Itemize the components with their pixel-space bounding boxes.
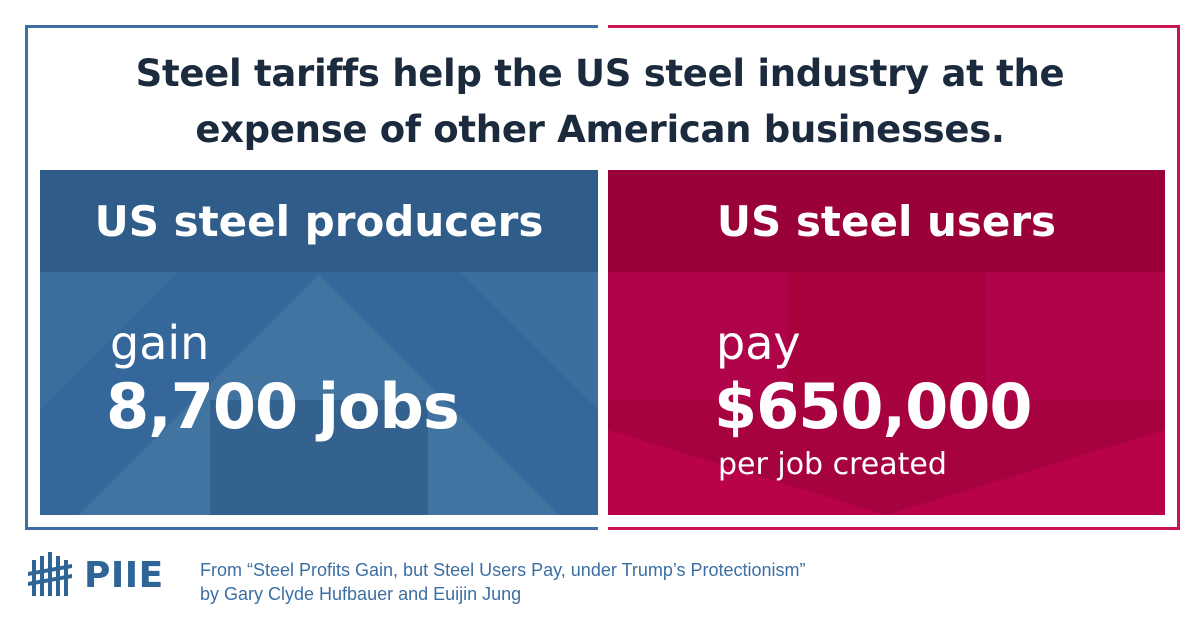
source-credit: From “Steel Profits Gain, but Steel User… <box>200 558 806 606</box>
producers-heading: US steel producers <box>40 170 598 272</box>
piie-building-icon <box>28 552 72 596</box>
headline-line-2: expense of other American businesses. <box>195 108 1005 151</box>
left-frame-border <box>25 25 598 530</box>
users-panel: US steel users pay $650,000 per job crea… <box>608 170 1165 515</box>
headline: Steel tariffs help the US steel industry… <box>40 46 1160 158</box>
credit-line-2: by Gary Clyde Hufbauer and Euijin Jung <box>200 584 522 604</box>
producers-figure: 8,700 jobs <box>106 370 460 443</box>
users-heading: US steel users <box>608 170 1165 272</box>
users-lead: pay <box>716 316 801 370</box>
headline-line-1: Steel tariffs help the US steel industry… <box>135 52 1065 95</box>
down-arrow-icon <box>608 270 1165 515</box>
users-tail: per job created <box>718 447 947 482</box>
piie-logo: PIIE <box>28 550 164 600</box>
producers-lead: gain <box>110 316 210 370</box>
users-figure: $650,000 <box>714 370 1033 443</box>
credit-line-1: From “Steel Profits Gain, but Steel User… <box>200 560 806 580</box>
logo-text: PIIE <box>84 554 164 596</box>
right-frame-border <box>608 25 1180 530</box>
producers-panel: US steel producers gain 8,700 jobs <box>40 170 598 515</box>
